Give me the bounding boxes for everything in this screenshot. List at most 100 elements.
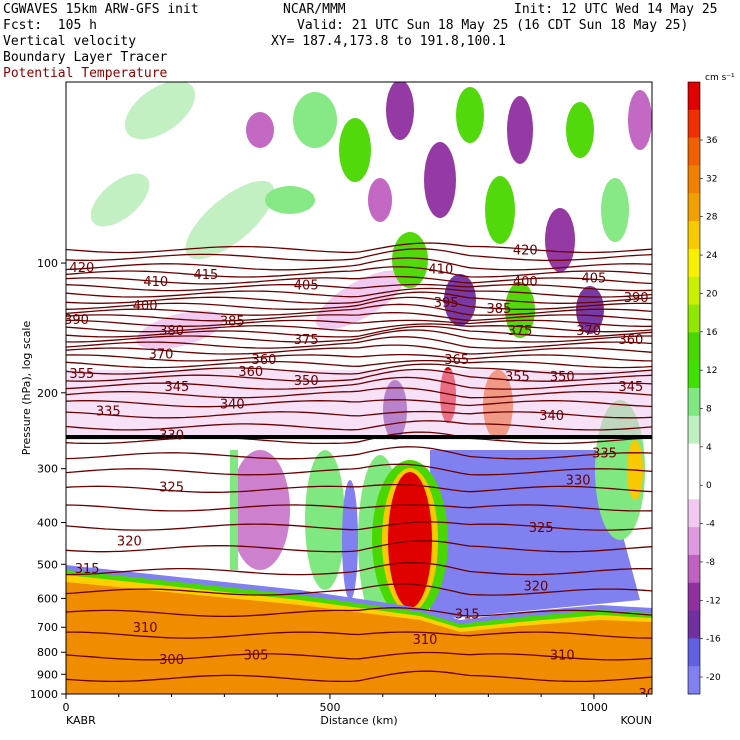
- theta-line: [66, 296, 652, 310]
- theta-line: [66, 504, 652, 512]
- colorbar-swatch: [688, 443, 700, 472]
- theta-line: [66, 463, 652, 476]
- colorbar-swatch: [688, 554, 700, 584]
- theta-line: [66, 319, 652, 328]
- organization: NCAR/MMM: [283, 2, 346, 17]
- colorbar-swatch: [688, 471, 700, 500]
- colorbar-label: -20: [706, 673, 721, 683]
- colorbar-label: 28: [706, 213, 718, 223]
- y-axis-label: Pressure (hPa), log scale: [20, 321, 33, 456]
- field-boundary-layer: Boundary Layer Tracer: [3, 50, 168, 65]
- theta-label: 355: [69, 367, 94, 382]
- theta-label: 310: [413, 633, 438, 648]
- theta-label: 315: [455, 607, 480, 622]
- x-start-label: KABR: [66, 714, 96, 727]
- colorbar-swatch: [688, 499, 700, 528]
- colorbar-units: cm s⁻¹: [705, 73, 735, 83]
- theta-label: 310: [133, 621, 158, 636]
- theta-label: 360: [252, 353, 277, 368]
- colorbar-label: 24: [706, 251, 718, 261]
- theta-line: [66, 287, 652, 298]
- y-tick-label: 500: [37, 558, 58, 571]
- colorbar-swatch: [688, 82, 700, 111]
- theta-label: 410: [143, 275, 168, 290]
- init-time: Init: 12 UTC Wed 14 May 25: [514, 2, 718, 17]
- theta-label: 345: [618, 380, 643, 395]
- colorbar-swatch: [688, 527, 700, 556]
- theta-label: 405: [294, 278, 319, 293]
- colorbar-swatch: [688, 388, 700, 417]
- theta-label: 305: [244, 649, 269, 664]
- theta-line: [66, 561, 652, 576]
- theta-line: [66, 329, 652, 343]
- theta-label: 355: [505, 370, 530, 385]
- theta-line: [66, 446, 652, 460]
- theta-line: [66, 387, 652, 399]
- theta-labels: 420 410 415 405 410 420 400 405 390 390 400 395 385 3…: [66, 243, 655, 702]
- theta-line: [66, 283, 652, 292]
- theta-label: 30: [638, 687, 655, 702]
- theta-label: 365: [444, 353, 469, 368]
- colorbar-swatch: [688, 610, 700, 639]
- theta-label: 370: [576, 324, 601, 339]
- y-tick-label: 800: [37, 646, 58, 659]
- colorbar-swatch: [688, 109, 700, 139]
- colorbar-label: 32: [706, 174, 717, 184]
- theta-label: 350: [294, 374, 319, 389]
- y-tick-label: 300: [37, 463, 58, 476]
- theta-line: [66, 248, 652, 262]
- theta-label: 325: [159, 481, 184, 496]
- y-tick-label: 100: [37, 257, 58, 270]
- colorbar-swatch: [688, 582, 700, 612]
- theta-line: [66, 399, 652, 408]
- colorbar-swatch: [688, 304, 700, 333]
- theta-label: 400: [513, 275, 538, 290]
- theta-label: 380: [159, 324, 184, 339]
- theta-line: [66, 540, 652, 553]
- theta-line: [66, 651, 652, 661]
- theta-label: 350: [550, 370, 575, 385]
- theta-label: 375: [508, 324, 533, 339]
- x-tick-label: 1000: [580, 701, 608, 714]
- colorbar-label: -16: [706, 635, 721, 645]
- colorbar-swatch: [688, 360, 700, 389]
- theta-label: 360: [238, 365, 263, 380]
- theta-line: [66, 359, 652, 369]
- theta-line: [66, 325, 652, 338]
- colorbar-label: 12: [706, 366, 717, 376]
- theta-label: 320: [523, 579, 548, 594]
- theta-label: 390: [624, 291, 649, 306]
- theta-label: 360: [618, 333, 643, 348]
- y-tick-label: 200: [37, 387, 58, 400]
- theta-label: 320: [117, 534, 142, 549]
- y-tick-label: 900: [37, 668, 58, 681]
- theta-line: [66, 242, 652, 254]
- colorbar-label: 36: [706, 136, 718, 146]
- colorbar-swatch: [688, 415, 700, 445]
- colorbar-swatch: [688, 165, 700, 194]
- theta-line: [66, 483, 652, 493]
- theta-line: [66, 312, 652, 322]
- theta-line: [66, 363, 652, 375]
- colorbar-frame: [687, 81, 701, 695]
- plot-field: 420 410 415 405 410 420 400 405 390 390 400 395 385 3…: [66, 82, 655, 702]
- theta-label: 370: [149, 347, 174, 362]
- theta-line: [66, 376, 652, 390]
- x-axis-label: Distance (km): [320, 714, 397, 727]
- theta-label: 420: [513, 243, 538, 258]
- colorbar-swatch: [688, 666, 700, 695]
- plot-frame: [65, 81, 653, 695]
- colorbar: 36 32 28 24 20 16 12 8 4 0 -4 -8 -12 -16 -20: [687, 81, 721, 695]
- colorbar-label: 16: [706, 328, 718, 338]
- theta-line: [66, 257, 652, 271]
- theta-label: 300: [159, 653, 184, 668]
- x-axis: 0 500 1000: [63, 694, 648, 714]
- colorbar-label: -12: [706, 596, 721, 606]
- theta-line: [66, 607, 652, 618]
- theta-label: 340: [539, 409, 564, 424]
- y-tick-label: 400: [37, 517, 58, 530]
- theta-line: [66, 521, 652, 531]
- theta-label: 420: [69, 261, 94, 276]
- theta-line: [66, 410, 652, 419]
- theta-line: [66, 323, 652, 333]
